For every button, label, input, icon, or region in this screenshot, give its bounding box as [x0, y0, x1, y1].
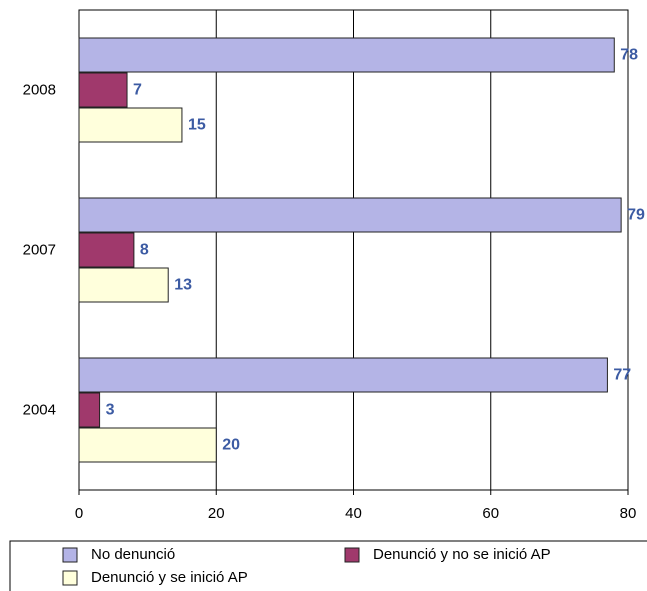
y-tick-label: 2008 — [23, 81, 56, 98]
value-label: 13 — [174, 277, 192, 294]
bar — [78, 427, 217, 463]
bar — [78, 37, 615, 73]
legend-box — [9, 540, 647, 591]
bar — [78, 267, 169, 303]
x-tick-label: 80 — [620, 505, 637, 522]
x-tick-label: 20 — [208, 505, 225, 522]
value-label: 79 — [627, 207, 645, 224]
bar — [78, 392, 101, 428]
bar — [78, 197, 622, 233]
legend-swatch — [344, 547, 360, 563]
bar — [78, 357, 608, 393]
y-tick-label: 2004 — [23, 401, 56, 418]
value-label: 20 — [222, 437, 240, 454]
x-tick-label: 40 — [345, 505, 362, 522]
legend-label: No denunció — [91, 546, 175, 563]
value-label: 7 — [133, 82, 142, 99]
value-label: 15 — [188, 117, 206, 134]
legend-swatch — [62, 570, 78, 586]
value-label: 3 — [106, 402, 115, 419]
y-tick-label: 2007 — [23, 241, 56, 258]
legend-label: Denunció y no se inició AP — [373, 546, 551, 563]
value-label: 78 — [620, 47, 638, 64]
legend-label: Denunció y se inició AP — [91, 569, 248, 586]
x-tick-label: 60 — [482, 505, 499, 522]
value-label: 77 — [613, 367, 631, 384]
value-label: 8 — [140, 242, 149, 259]
bar — [78, 72, 128, 108]
bar — [78, 232, 135, 268]
x-tick-label: 0 — [75, 505, 83, 522]
legend-swatch — [62, 547, 78, 563]
bar — [78, 107, 183, 143]
